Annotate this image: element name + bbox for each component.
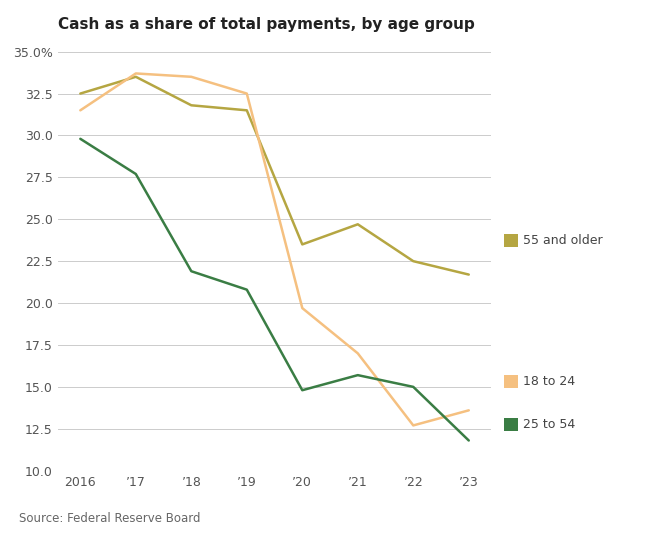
55 and older xyxy=(243,107,251,114)
Text: Cash as a share of total payments, by age group: Cash as a share of total payments, by ag… xyxy=(58,17,475,32)
18 to 24 xyxy=(187,74,195,80)
25 to 54 xyxy=(354,372,362,378)
55 and older xyxy=(465,272,473,278)
25 to 54 xyxy=(187,268,195,274)
Text: 55 and older: 55 and older xyxy=(523,234,603,247)
25 to 54 xyxy=(243,286,251,293)
Line: 25 to 54: 25 to 54 xyxy=(80,139,469,440)
55 and older xyxy=(298,241,306,248)
18 to 24 xyxy=(132,70,140,77)
Line: 18 to 24: 18 to 24 xyxy=(80,74,469,425)
18 to 24 xyxy=(76,107,84,114)
25 to 54 xyxy=(465,437,473,444)
55 and older xyxy=(132,74,140,80)
18 to 24 xyxy=(465,407,473,413)
18 to 24 xyxy=(298,305,306,311)
18 to 24 xyxy=(354,350,362,357)
25 to 54 xyxy=(76,136,84,142)
18 to 24 xyxy=(410,422,417,428)
Text: Source: Federal Reserve Board: Source: Federal Reserve Board xyxy=(19,512,201,525)
25 to 54 xyxy=(132,171,140,177)
Text: 18 to 24: 18 to 24 xyxy=(523,375,576,388)
55 and older xyxy=(410,258,417,265)
Text: 25 to 54: 25 to 54 xyxy=(523,418,576,431)
18 to 24 xyxy=(243,90,251,97)
25 to 54 xyxy=(298,387,306,393)
Line: 55 and older: 55 and older xyxy=(80,77,469,275)
25 to 54 xyxy=(410,384,417,390)
55 and older xyxy=(187,102,195,109)
55 and older xyxy=(354,221,362,228)
55 and older xyxy=(76,90,84,97)
